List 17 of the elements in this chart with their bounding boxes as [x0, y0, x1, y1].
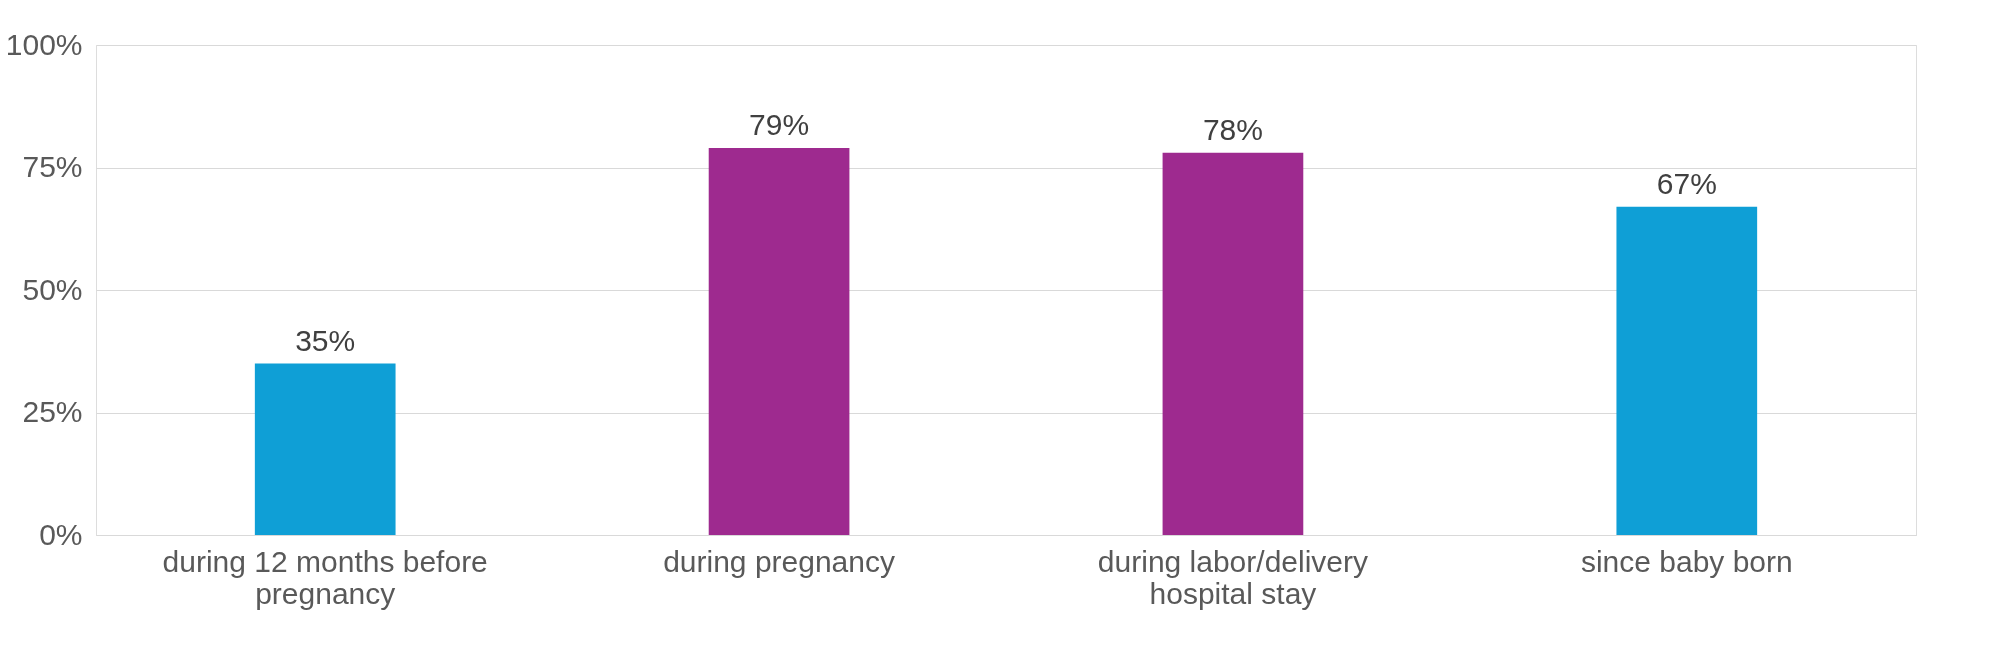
y-tick-label: 75% [22, 150, 83, 183]
y-tick-label: 100% [5, 27, 83, 61]
y-tick-label: 0% [39, 517, 83, 551]
bar [708, 147, 850, 535]
data-label: 79% [749, 107, 810, 141]
bar [1616, 206, 1758, 535]
x-tick-label: since baby born [1580, 544, 1793, 578]
y-tick-label: 25% [22, 395, 83, 428]
x-tick-label: during pregnancy [663, 544, 895, 578]
x-tick-label: during labor/delivery hospital stay [1097, 544, 1369, 610]
x-tick-label: during 12 months before pregnancy [162, 544, 488, 610]
data-label: 35% [295, 323, 356, 357]
y-tick-label: 50% [22, 272, 83, 306]
bar [1162, 152, 1304, 535]
data-label: 78% [1202, 112, 1263, 146]
bar [254, 363, 396, 535]
data-label: 67% [1656, 166, 1717, 200]
